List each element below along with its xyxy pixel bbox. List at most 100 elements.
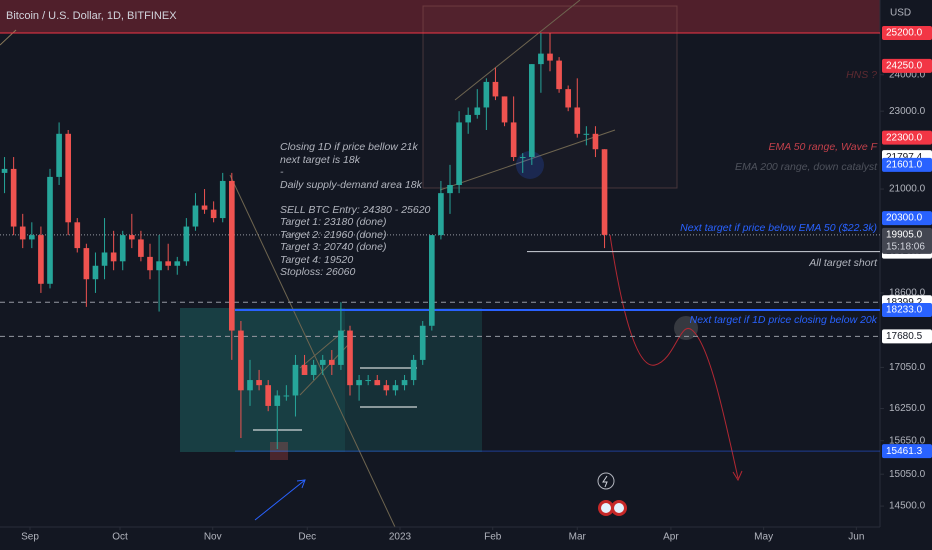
candle-body	[183, 226, 190, 262]
price-label: 21601.0	[886, 160, 923, 171]
note-line: -	[280, 166, 284, 178]
candle-body	[492, 81, 499, 97]
x-tick-label: Jun	[848, 532, 864, 543]
candle-body	[510, 122, 517, 158]
price-label: 21797.4	[886, 152, 923, 163]
event-icon[interactable]	[597, 472, 615, 490]
price-label-box	[882, 58, 932, 73]
chart-title: Bitcoin / U.S. Dollar, 1D, BITFINEX	[6, 10, 177, 22]
y-tick-label: 24000.0	[889, 69, 926, 80]
price-label: 24250.0	[886, 61, 923, 72]
candle-body	[247, 380, 253, 391]
resistance-zone	[0, 0, 880, 33]
candle-body	[1, 168, 8, 173]
y-tick-label: 17050.0	[889, 362, 926, 373]
annotation: EMA 50 range, Wave F	[768, 141, 877, 153]
x-tick-label: Mar	[569, 532, 587, 543]
candle-body	[65, 133, 71, 223]
y-tick-label: 15050.0	[889, 469, 926, 480]
candle-body	[447, 184, 453, 194]
x-tick-label: May	[754, 532, 773, 543]
candle-body	[83, 248, 90, 280]
candle-body	[456, 122, 462, 185]
candle-body	[110, 252, 117, 262]
countdown-label: 15:18:06	[886, 242, 925, 253]
annotation: EMA 200 range, down catalyst	[735, 161, 878, 173]
note-line: Stoploss: 26060	[280, 266, 355, 278]
y-tick-label: 16250.0	[889, 403, 926, 414]
note-line: Target 4: 19520	[280, 254, 353, 266]
y-tick-label: 21000.0	[889, 184, 926, 195]
price-label-box	[882, 227, 932, 254]
candle-body	[10, 168, 17, 227]
x-tick-label: Sep	[21, 532, 39, 543]
candle-body	[419, 325, 426, 360]
candle-body	[574, 107, 581, 134]
candle-body	[410, 359, 417, 381]
price-label: 22300.0	[886, 132, 923, 143]
wedge-line	[454, 0, 581, 101]
arrow-line	[254, 479, 306, 521]
candle-body	[165, 261, 171, 266]
candle-body	[265, 385, 271, 406]
price-label: 18399.2	[886, 297, 923, 308]
candle-body	[92, 265, 99, 280]
candle-body	[601, 149, 608, 235]
candle-body	[147, 256, 153, 271]
candle-body	[583, 133, 590, 135]
y-tick-label: 18600.0	[889, 288, 926, 299]
candle-body	[365, 380, 371, 382]
candle-body	[565, 89, 571, 108]
candle-body	[556, 60, 562, 90]
candle-body	[119, 235, 126, 262]
candle-body	[47, 176, 53, 284]
candle-body	[383, 385, 390, 391]
candle-body	[283, 395, 290, 397]
note-line: SELL BTC Entry: 24380 - 25620	[280, 204, 431, 216]
candle-body	[19, 226, 26, 240]
price-label: 17680.5	[886, 331, 923, 342]
candle-body	[338, 330, 344, 365]
candle-body	[101, 252, 108, 266]
price-label: 20300.0	[886, 213, 923, 224]
candle-body	[592, 133, 599, 150]
candle-body	[201, 205, 208, 210]
candle-body	[192, 205, 199, 227]
price-label-box	[882, 157, 932, 172]
candle-body	[474, 107, 481, 115]
trend-line	[229, 174, 396, 528]
price-label: 18233.0	[886, 305, 923, 316]
note-line: Target 1: 23180 (done)	[280, 216, 386, 228]
note-line: Daily supply-demand area 18k	[280, 179, 423, 191]
x-tick-label: 2023	[389, 532, 412, 543]
x-tick-label: Nov	[204, 532, 222, 543]
candle-body	[229, 180, 235, 331]
candle-body	[438, 193, 444, 236]
candle-body	[347, 330, 353, 386]
price-label-box	[882, 25, 932, 40]
price-label-box	[882, 302, 932, 317]
wedge-line	[439, 129, 616, 191]
note-line: Closing 1D if price bellow 21k	[280, 141, 418, 153]
candle-body	[238, 330, 244, 391]
candle-body	[310, 364, 317, 375]
lightning-icon	[602, 475, 608, 488]
x-tick-label: Dec	[298, 532, 316, 543]
candle-body	[274, 395, 281, 406]
projection-path	[609, 234, 739, 479]
price-label-box	[882, 329, 932, 344]
candle-body	[74, 222, 81, 249]
highlight-circle	[674, 316, 698, 340]
candle-body	[501, 96, 508, 123]
flag-icon-inner	[614, 503, 624, 513]
x-tick-label: Apr	[663, 532, 679, 543]
candle-body	[56, 133, 62, 177]
candle-body	[138, 239, 144, 257]
x-tick-label: Oct	[112, 532, 128, 543]
candle-body	[392, 385, 399, 391]
annotation: Next target if price below EMA 50 ($22.3…	[680, 222, 877, 234]
currency-label: USD	[890, 8, 911, 19]
candle-body	[519, 157, 526, 159]
candle-body	[129, 235, 135, 240]
